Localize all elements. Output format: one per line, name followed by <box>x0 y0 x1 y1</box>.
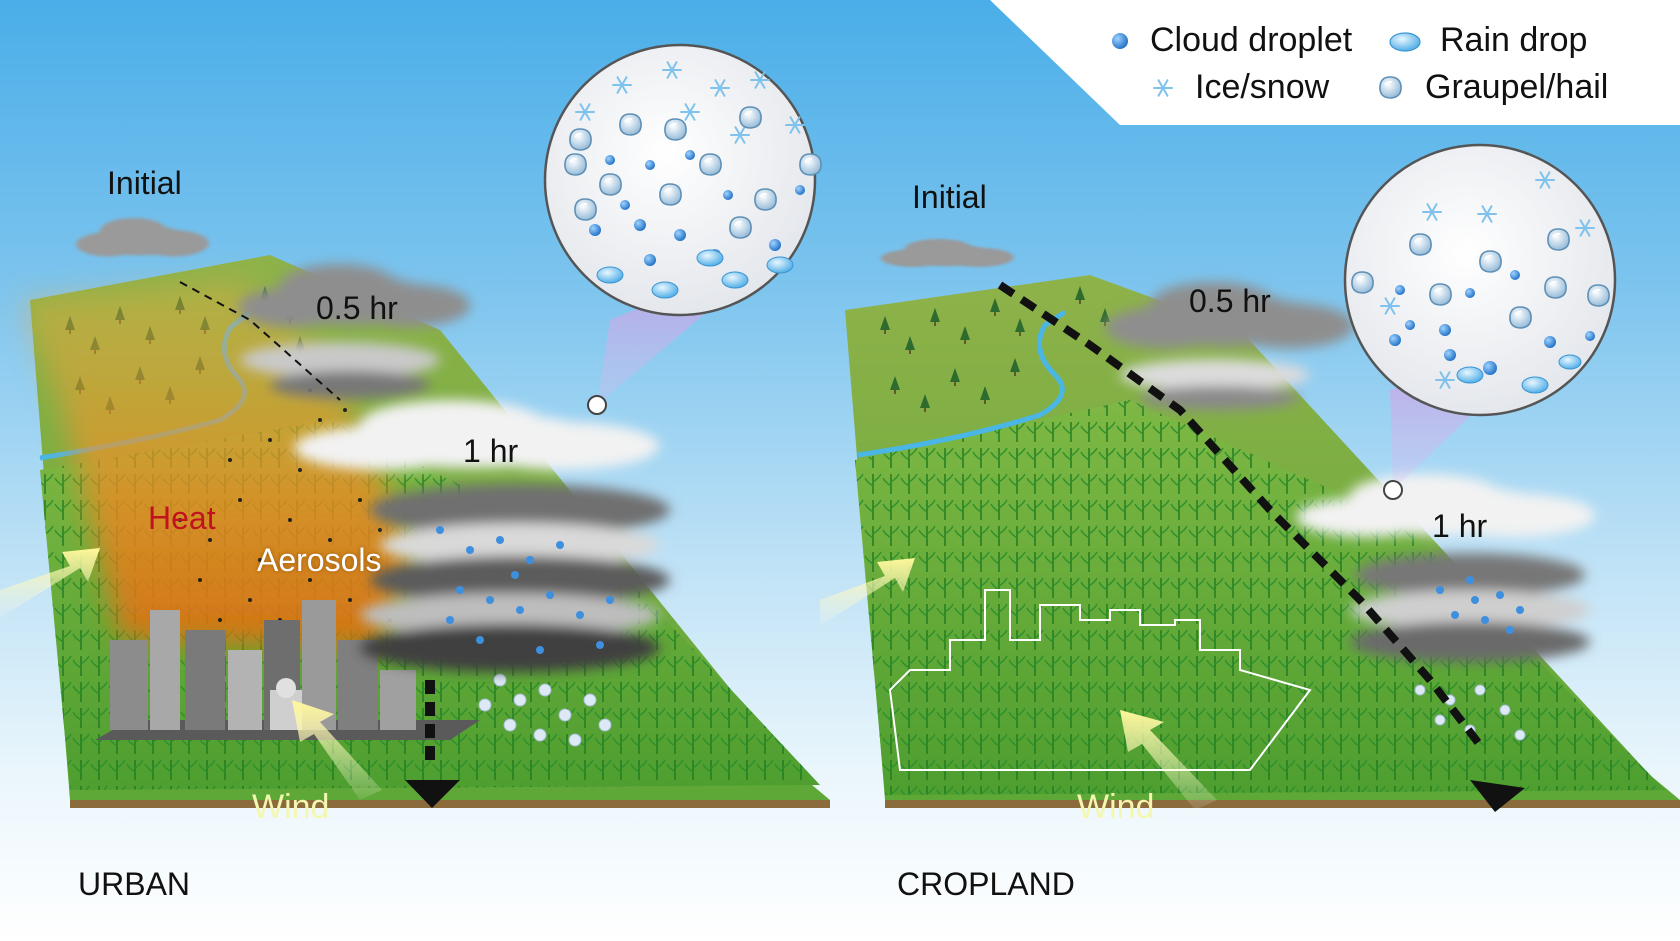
urban-wind-arrow <box>292 700 382 800</box>
urban-magnifier <box>543 43 817 317</box>
urban-field-edge <box>70 800 830 808</box>
cropland-field-edge <box>885 800 1680 808</box>
cropland-river <box>857 309 1067 458</box>
urban-aerosols-label: Aerosols <box>257 542 382 578</box>
urban-storm-arrowhead <box>405 780 460 808</box>
urban-rain-hail <box>478 673 612 747</box>
cropland-corn-rows <box>855 400 1665 795</box>
urban-storm-droplets <box>436 526 614 654</box>
urban-magnifier-contents <box>564 61 822 299</box>
cropland-panel-label: CROPLAND <box>897 866 1075 902</box>
cropland-magnifier <box>1343 143 1617 417</box>
cropland-storm-arrowhead <box>1470 780 1525 812</box>
urban-heat-label: Heat <box>148 500 216 536</box>
urban-magnifier-anchor <box>587 395 607 415</box>
urban-05hr-label: 0.5 hr <box>316 290 398 326</box>
cropland-05hr-cloud <box>1105 282 1354 410</box>
cropland-1hr-label: 1 hr <box>1432 508 1488 544</box>
urban-initial-cloud <box>76 218 209 257</box>
legend-box <box>990 0 1680 125</box>
urban-initial-label: Initial <box>107 165 182 201</box>
urban-05hr-cloud <box>238 264 471 399</box>
cropland-side-wind-arrow <box>820 558 915 626</box>
urban-1hr-label: 1 hr <box>463 433 519 469</box>
urban-panel-label: URBAN <box>78 866 191 902</box>
urban-panel <box>0 43 830 808</box>
cropland-initial-label: Initial <box>912 179 987 215</box>
cropland-magnifier-anchor <box>1383 480 1403 500</box>
cropland-storm-track <box>997 281 1484 748</box>
legend-ice-snow-label: Ice/snow <box>1195 68 1330 106</box>
cropland-wind-arrow <box>1120 710 1217 810</box>
legend-cloud-droplet-label: Cloud droplet <box>1150 21 1353 59</box>
legend-graupel-hail-label: Graupel/hail <box>1425 68 1609 106</box>
cropland-storm-droplets <box>1436 576 1524 634</box>
urban-wind-label: Wind <box>252 788 330 826</box>
cloud-droplet-icon <box>1112 33 1128 49</box>
cropland-city-outline <box>888 589 1312 771</box>
legend-rain-drop-label: Rain drop <box>1440 21 1588 59</box>
cropland-initial-cloud <box>881 239 1014 267</box>
cropland-magnifier-contents <box>1351 171 1610 394</box>
graupel-hail-icon <box>1379 76 1402 99</box>
urban-side-wind-arrow <box>0 548 100 618</box>
cropland-wind-label: Wind <box>1077 788 1155 826</box>
cropland-panel <box>820 143 1680 812</box>
urban-storm-track <box>179 281 341 401</box>
cropland-05hr-label: 0.5 hr <box>1189 283 1271 319</box>
rain-drop-icon <box>1389 32 1421 52</box>
urban-1hr-cloud <box>294 400 670 672</box>
